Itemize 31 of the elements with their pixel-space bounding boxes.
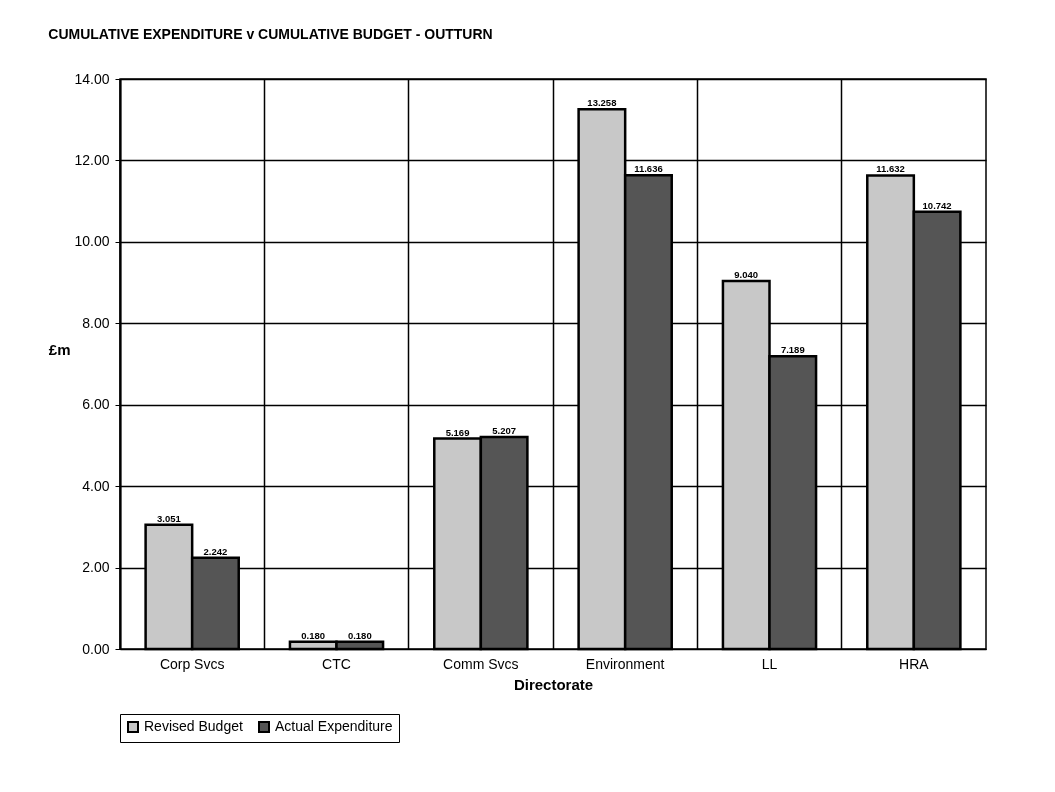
y-tick-label: 6.00 xyxy=(82,396,110,413)
data-label: 11.632 xyxy=(876,163,905,175)
y-tick-label: 10.00 xyxy=(74,233,110,250)
y-tick-label: 12.00 xyxy=(74,151,110,168)
data-label: 13.258 xyxy=(587,97,617,109)
data-label: 11.636 xyxy=(634,163,663,175)
data-label: 3.051 xyxy=(157,512,182,524)
x-tick-label: LL xyxy=(761,655,778,672)
chart-title: CUMULATIVE EXPENDITURE v CUMULATIVE BUDGET - OUTTURN xyxy=(48,26,493,42)
legend-label: Revised Budget xyxy=(144,718,243,734)
x-tick-label: Corp Svcs xyxy=(159,655,225,672)
data-label: 10.742 xyxy=(922,199,952,211)
x-tick-label: CTC xyxy=(322,655,351,672)
legend-label: Actual Expenditure xyxy=(275,718,393,734)
y-tick-label: 0.00 xyxy=(82,640,110,657)
data-label: 2.242 xyxy=(203,545,228,557)
y-tick-label: 8.00 xyxy=(82,314,110,331)
y-axis-title: £m xyxy=(48,340,71,358)
x-axis-title: Directorate xyxy=(513,675,594,693)
y-tick-label: 4.00 xyxy=(82,477,110,494)
data-label: 0.180 xyxy=(301,629,326,641)
x-tick-label: Comm Svcs xyxy=(443,655,519,672)
data-label: 5.169 xyxy=(445,426,470,438)
data-label: 9.040 xyxy=(734,268,759,280)
x-tick-label: Environment xyxy=(585,655,665,672)
y-tick-label: 14.00 xyxy=(74,70,110,87)
data-label: 7.189 xyxy=(780,344,805,356)
data-label: 0.180 xyxy=(347,629,372,641)
y-tick-label: 2.00 xyxy=(82,559,110,576)
data-label: 5.207 xyxy=(492,425,516,436)
x-tick-label: HRA xyxy=(899,655,930,672)
